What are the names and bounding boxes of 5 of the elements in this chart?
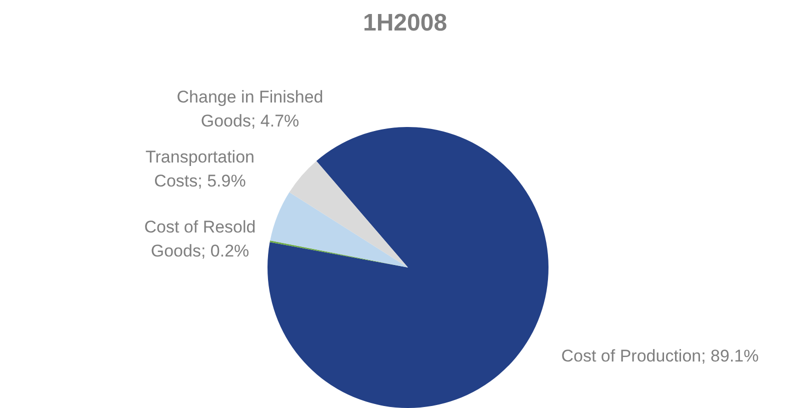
slice-label: Cost of Resold Goods; 0.2% — [144, 218, 256, 261]
slice-label: Change in Finished Goods; 4.7% — [176, 88, 324, 131]
slice-label: Cost of Production; 89.1% — [561, 346, 759, 366]
chart-title: 1H2008 — [362, 10, 448, 37]
slice-label: Transportation Costs; 5.9% — [146, 148, 254, 191]
